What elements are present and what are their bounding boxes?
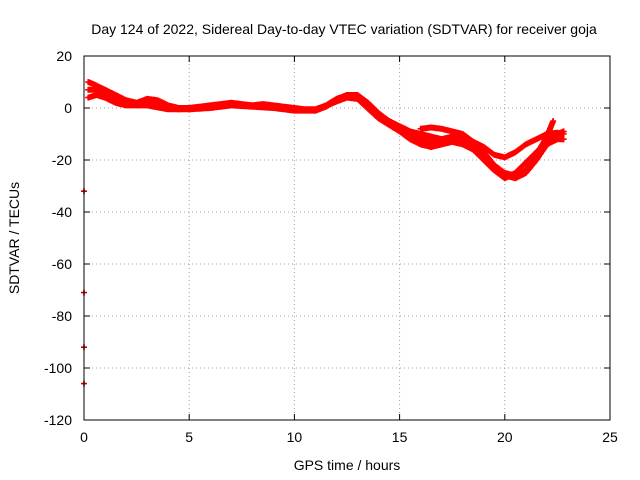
- x-axis-tick-labels: 0 5 10 15 20 25: [80, 429, 618, 445]
- y-tick-label: -40: [52, 204, 72, 220]
- plot-frame: [83, 55, 611, 421]
- chart-title: Day 124 of 2022, Sidereal Day-to-day VTE…: [91, 21, 597, 37]
- y-tick-label: -60: [52, 256, 72, 272]
- x-tick-label: 5: [185, 429, 193, 445]
- y-tick-label: 0: [64, 100, 72, 116]
- x-axis-label: GPS time / hours: [294, 457, 401, 473]
- y-axis-tick-labels: -120 -100 -80 -60 -40 -20 0 20: [44, 48, 72, 428]
- y-tick-label: 20: [56, 48, 72, 64]
- data-series-sdtvar: [81, 79, 567, 387]
- grid-lines: [84, 56, 610, 420]
- data-track-3: [85, 92, 567, 182]
- data-track-4: [417, 124, 567, 161]
- x-tick-label: 0: [80, 429, 88, 445]
- y-tick-label: -80: [52, 308, 72, 324]
- y-axis-label: SDTVAR / TECUs: [6, 182, 22, 294]
- y-tick-label: -20: [52, 152, 72, 168]
- x-tick-label: 15: [392, 429, 408, 445]
- x-tick-label: 20: [497, 429, 513, 445]
- y-tick-label: -100: [44, 360, 72, 376]
- y-tick-label: -120: [44, 412, 72, 428]
- x-tick-label: 10: [287, 429, 303, 445]
- x-tick-label: 25: [602, 429, 618, 445]
- axis-ticks: [83, 55, 611, 421]
